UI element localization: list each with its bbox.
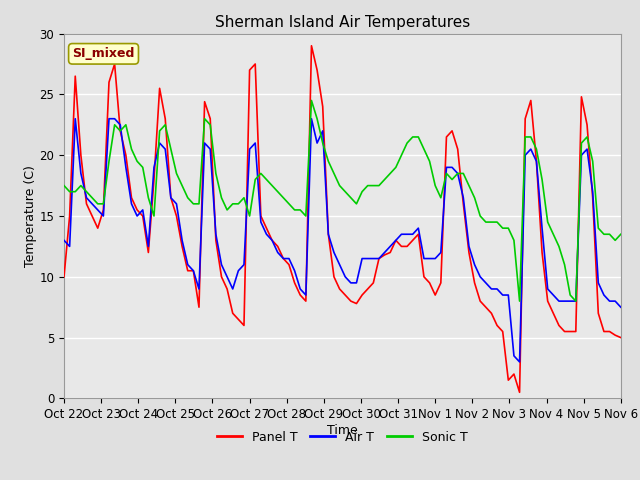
Y-axis label: Temperature (C): Temperature (C) bbox=[24, 165, 36, 267]
Title: Sherman Island Air Temperatures: Sherman Island Air Temperatures bbox=[215, 15, 470, 30]
Legend: Panel T, Air T, Sonic T: Panel T, Air T, Sonic T bbox=[212, 426, 472, 449]
Text: SI_mixed: SI_mixed bbox=[72, 48, 135, 60]
X-axis label: Time: Time bbox=[327, 424, 358, 437]
